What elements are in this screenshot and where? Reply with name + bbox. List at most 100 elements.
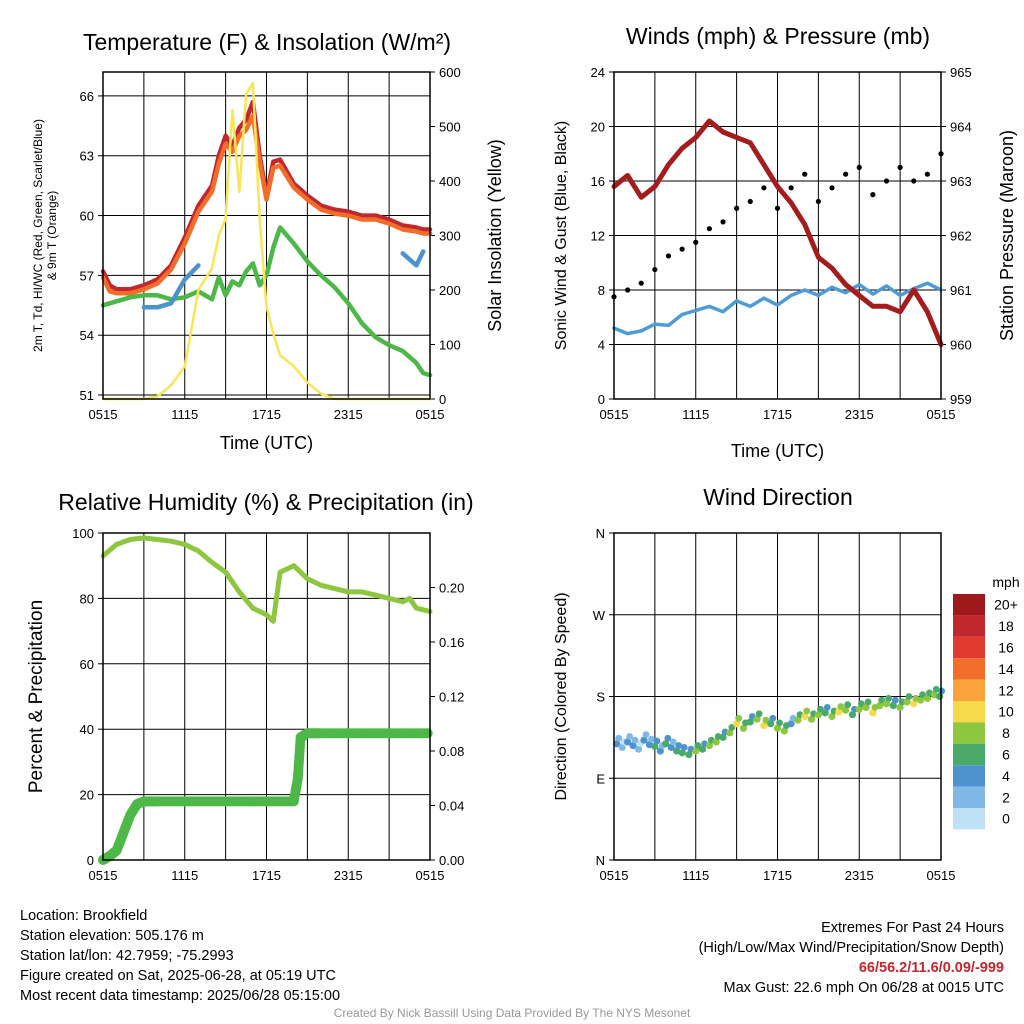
- dir-point: [882, 700, 891, 708]
- dir-point: [864, 698, 872, 706]
- dir-point: [728, 723, 736, 731]
- temp-x-tick-label: 2315: [334, 407, 363, 422]
- wind-panel-title: Winds (mph) & Pressure (mb): [626, 23, 930, 49]
- dir-point: [794, 716, 802, 724]
- speed-legend-swatch: [953, 615, 985, 637]
- wind-gust-point: [924, 171, 930, 177]
- dir-point: [615, 734, 623, 742]
- rh-y2-tick-label: 0.08: [439, 744, 464, 759]
- speed-legend-swatch: [953, 743, 985, 766]
- dir-x-tick-label: 2315: [845, 868, 874, 883]
- dir-point: [876, 701, 884, 710]
- temp-x-tick-label: 1115: [171, 407, 198, 422]
- speed-legend-swatch: [953, 701, 985, 723]
- wind-y2-tick-label: 964: [950, 120, 972, 135]
- temp-y-axis-label: 2m T, Td, HI/WC (Red, Green, Scarlet/Blu…: [31, 119, 45, 352]
- dir-point: [642, 731, 650, 739]
- dir-y-tick-label: S: [596, 690, 605, 705]
- rh-y-tick-label: 80: [80, 591, 94, 606]
- temp-y2-tick-label: 300: [439, 229, 461, 244]
- dir-point: [885, 694, 892, 702]
- wind-y2-tick-label: 961: [950, 283, 972, 298]
- station-info: Location: Brookfield Station elevation: …: [20, 906, 340, 1006]
- rh-y-tick-label: 20: [80, 788, 94, 803]
- rh-x-tick-label: 1715: [252, 868, 281, 883]
- speed-legend-label: 20+: [994, 597, 1018, 613]
- dir-point: [930, 691, 938, 699]
- extremes-info: Extremes For Past 24 Hours (High/Low/Max…: [699, 918, 1004, 998]
- dir-point: [807, 715, 816, 723]
- dir-point: [705, 741, 713, 750]
- dir-point: [803, 707, 811, 715]
- dir-point: [678, 749, 686, 757]
- wind-y-tick-label: 12: [591, 229, 605, 244]
- wind-gust-point: [829, 185, 835, 191]
- speed-legend-swatch: [953, 636, 985, 659]
- dir-point: [878, 696, 886, 704]
- speed-legend-label: 8: [1002, 725, 1010, 741]
- wind-gust-point: [720, 219, 726, 225]
- rh-x-tick-label: 0515: [89, 868, 118, 883]
- rh-y-tick-label: 100: [72, 526, 94, 541]
- speed-legend-swatch: [953, 594, 985, 616]
- wind-y-tick-label: 4: [598, 338, 605, 353]
- dir-point: [648, 735, 655, 743]
- temp-panel-title: Temperature (F) & Insolation (W/m²): [83, 29, 451, 55]
- dir-point: [624, 738, 632, 746]
- rh-y-tick-label: 60: [80, 657, 94, 672]
- dir-point: [726, 729, 734, 737]
- dir-point: [787, 720, 795, 728]
- dir-point: [675, 742, 683, 749]
- extremes-legend: (High/Low/Max Wind/Precipitation/Snow De…: [698, 940, 1004, 956]
- dir-point: [735, 714, 743, 722]
- wind-series-sonic-wind: [612, 281, 943, 336]
- wind-gust-point: [625, 287, 631, 293]
- speed-legend-label: 0: [1002, 811, 1010, 827]
- wind-x-axis-label: Time (UTC): [731, 441, 824, 461]
- dir-y-tick-label: N: [596, 853, 605, 868]
- temp-y-tick-label: 63: [80, 149, 94, 164]
- wind-gust-point: [747, 198, 753, 205]
- credit-line: Created By Nick Bassill Using Data Provi…: [333, 1006, 691, 1020]
- wind-x-tick-label: 1715: [763, 407, 792, 422]
- dir-x-tick-label: 0515: [927, 868, 956, 883]
- rh-y-tick-label: 40: [80, 722, 94, 737]
- dir-point: [857, 700, 865, 708]
- wind-y2-tick-label: 963: [950, 174, 972, 189]
- dir-point: [823, 704, 831, 711]
- wind-gust-point: [870, 192, 876, 198]
- wind-gust-point: [911, 178, 917, 184]
- temp-y-tick-label: 66: [80, 89, 94, 104]
- wind-gust-point: [788, 185, 794, 191]
- dir-x-tick-label: 0515: [600, 868, 629, 883]
- temp-y-tick-label: 54: [80, 328, 94, 343]
- speed-legend-swatch: [953, 808, 985, 830]
- dir-point: [835, 708, 843, 716]
- temp-y2-tick-label: 400: [439, 174, 461, 189]
- dir-point: [629, 741, 637, 750]
- dir-y-axis-label: Direction (Colored By Speed): [553, 592, 570, 800]
- dir-point: [896, 703, 904, 712]
- rh-precip-point: [422, 728, 433, 739]
- humidity-precipitation-panel: Relative Humidity (%) & Precipitation (i…: [26, 489, 474, 883]
- rh-y2-tick-label: 0.00: [439, 853, 464, 868]
- temp-y-tick-label: 60: [80, 209, 94, 224]
- timestamp-line: Most recent data timestamp: 2025/06/28 0…: [20, 988, 341, 1004]
- winds-pressure-panel: Winds (mph) & Pressure (mb) 0515 1115 1715…: [553, 23, 1017, 461]
- wind-gust-point: [761, 185, 767, 191]
- wind-y2-tick-label: 959: [950, 392, 972, 407]
- speed-legend-label: 10: [998, 704, 1014, 720]
- dir-point: [680, 743, 688, 751]
- dir-point: [685, 751, 693, 759]
- temp-x-axis-label: Time (UTC): [220, 433, 313, 453]
- temp-series-td: [100, 225, 433, 378]
- extremes-heading: Extremes For Past 24 Hours: [821, 920, 1004, 936]
- dir-point: [626, 733, 634, 740]
- wind-gust-point: [897, 164, 903, 170]
- dir-point: [903, 698, 911, 706]
- elevation-line: Station elevation: 505.176 m: [20, 928, 204, 944]
- created-line: Figure created on Sat, 2025-06-28, at 05…: [20, 968, 336, 984]
- wind-y-tick-label: 20: [591, 120, 605, 135]
- dir-point: [753, 715, 761, 723]
- wind-x-tick-label: 0515: [600, 407, 629, 422]
